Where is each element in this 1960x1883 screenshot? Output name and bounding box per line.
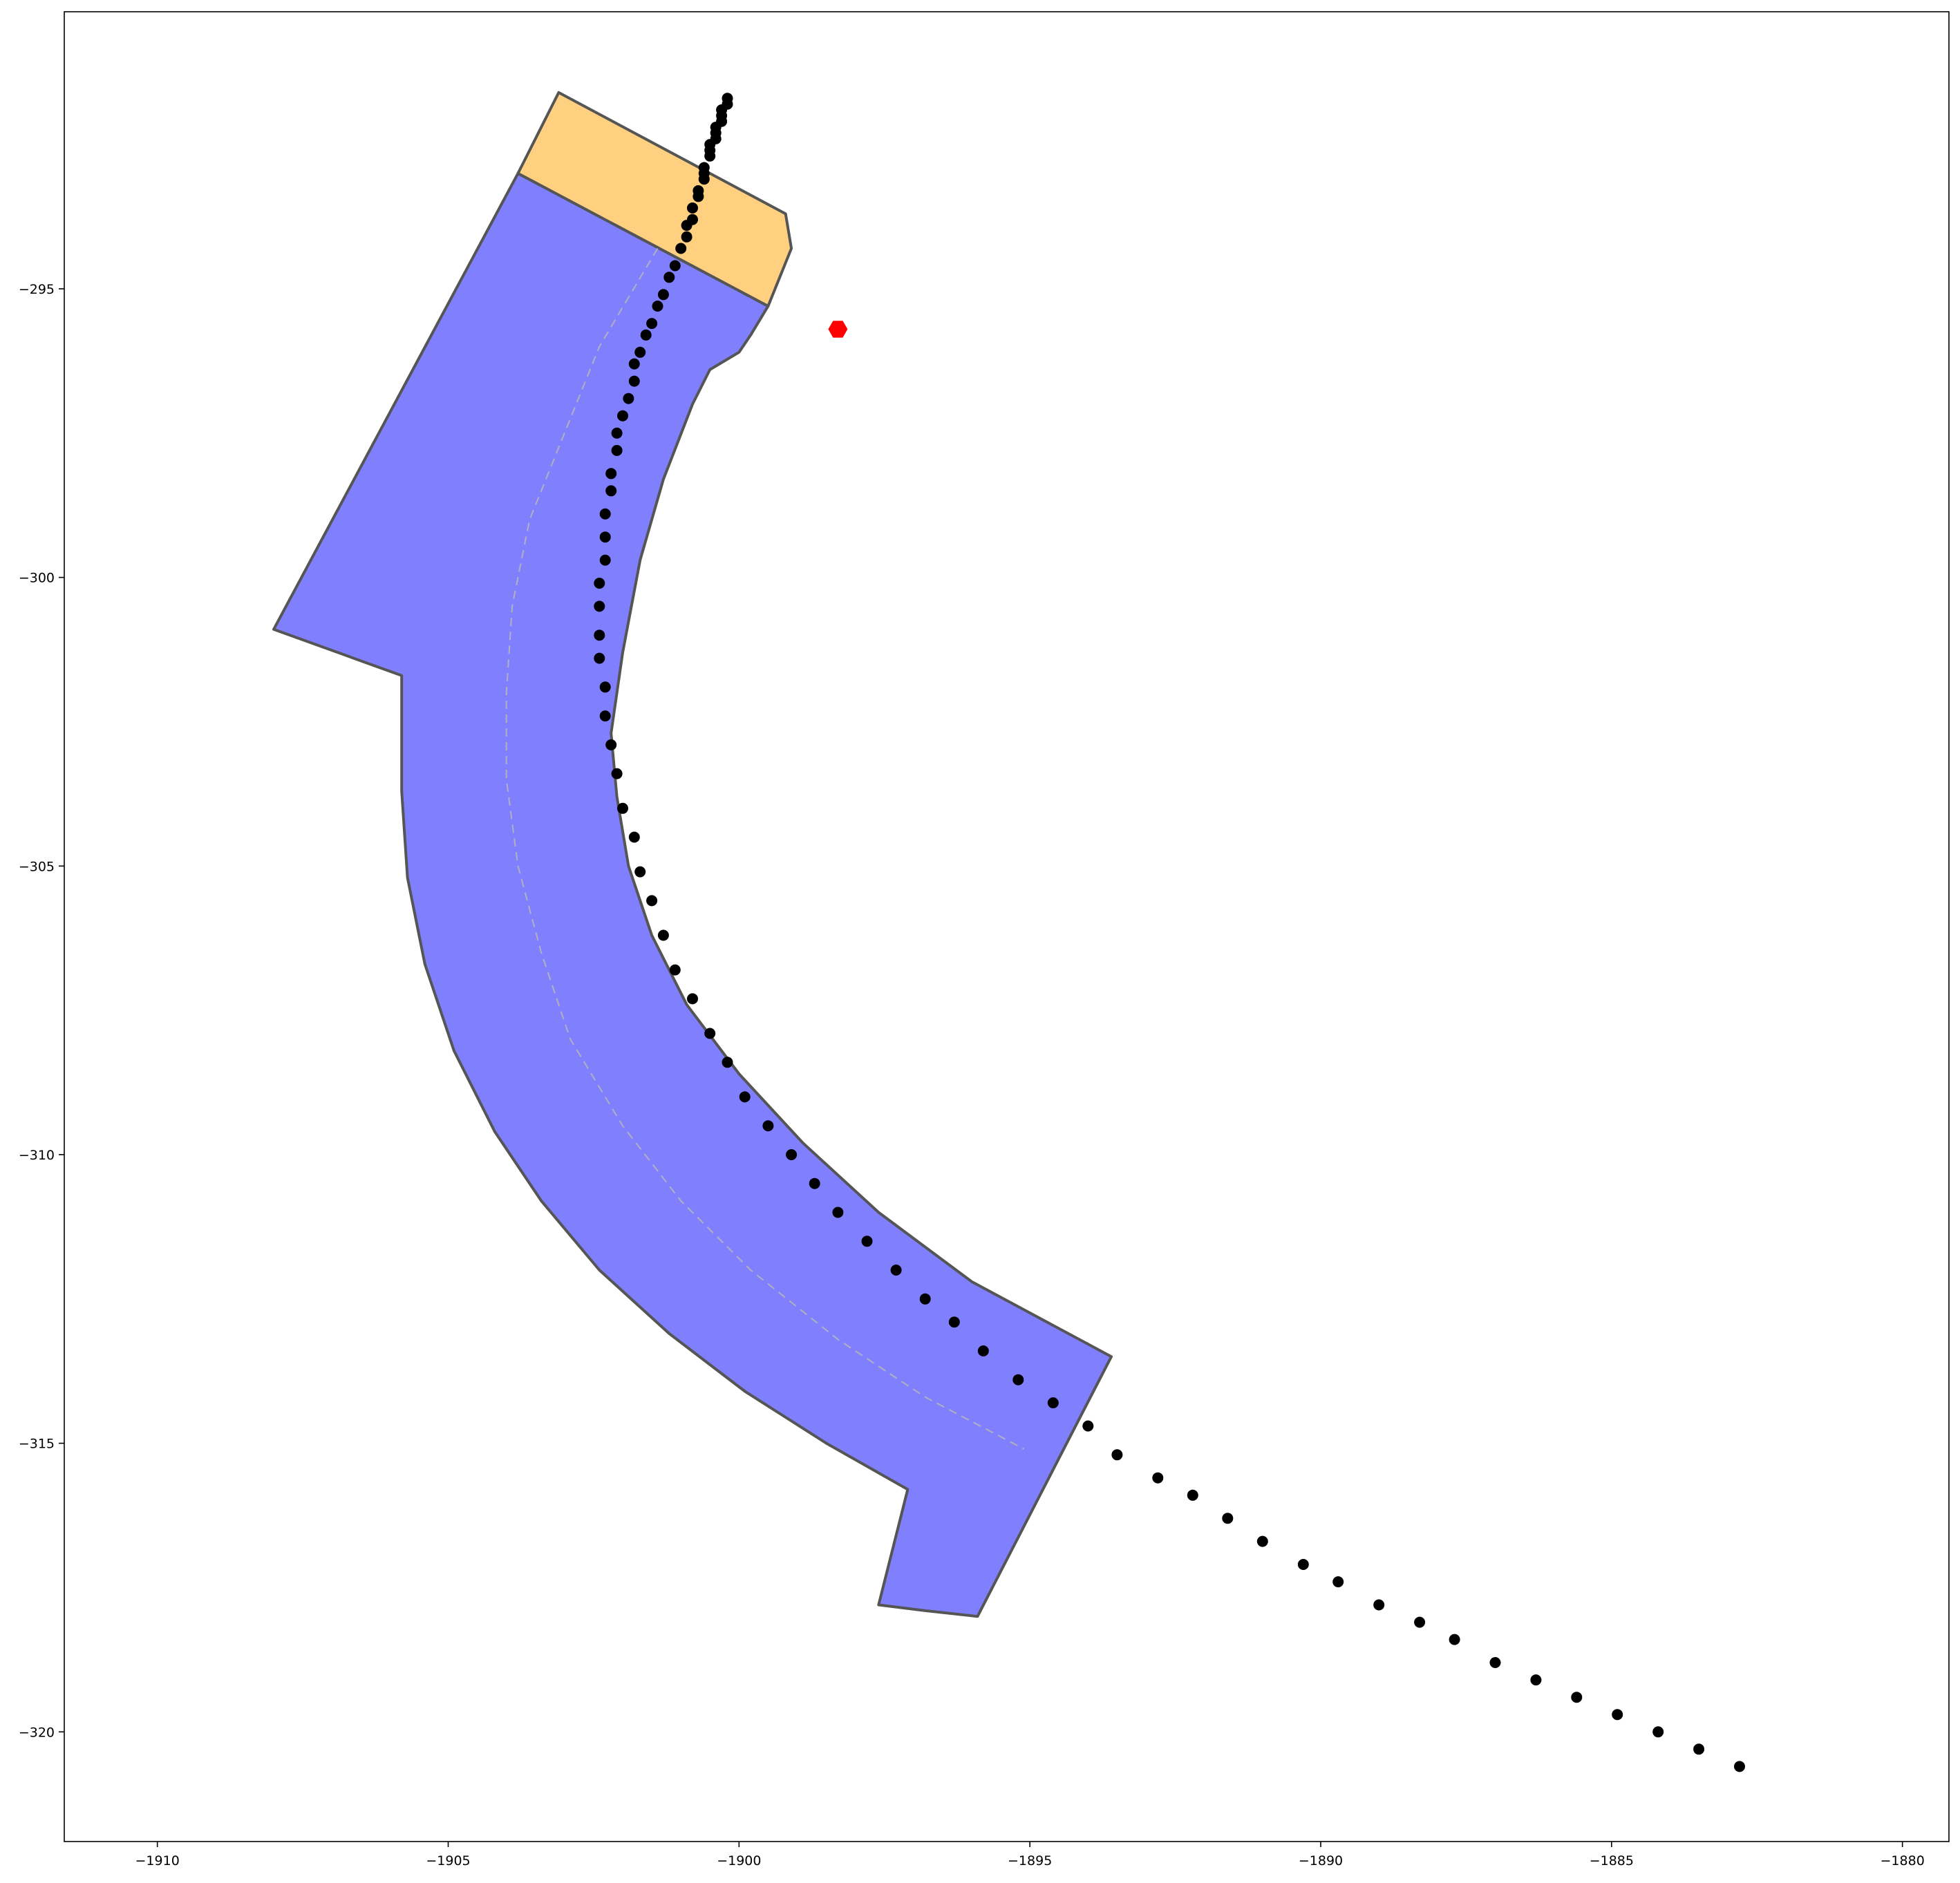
lane-polygons (272, 91, 1113, 1618)
path-point (861, 1236, 873, 1247)
path-point (599, 710, 611, 722)
path-point (611, 427, 623, 439)
path-point (692, 191, 704, 202)
y-tick-label: −305 (19, 859, 55, 874)
path-point (1082, 1420, 1094, 1432)
y-tick-label: −310 (19, 1148, 55, 1163)
path-point (657, 929, 669, 941)
path-point (599, 554, 611, 566)
path-point (594, 578, 605, 589)
path-point (599, 531, 611, 543)
path-points (594, 93, 1745, 1772)
path-point (1571, 1692, 1583, 1703)
path-point (611, 768, 623, 779)
x-tick-label: −1890 (1299, 1853, 1343, 1868)
x-tick-label: −1900 (717, 1853, 761, 1868)
red-marker (828, 321, 848, 338)
path-point (663, 272, 675, 283)
lane-centerline (505, 247, 1025, 1450)
path-point (1652, 1726, 1664, 1738)
path-point (1047, 1397, 1059, 1409)
path-point (1612, 1709, 1623, 1721)
path-point (832, 1207, 844, 1218)
path-point (687, 993, 698, 1005)
path-point (1152, 1472, 1164, 1484)
path-point (669, 964, 681, 976)
path-point (1489, 1657, 1501, 1668)
path-point (605, 468, 617, 480)
path-point (611, 444, 623, 456)
path-point (1693, 1743, 1705, 1755)
path-point (1012, 1374, 1024, 1385)
x-tick-label: −1910 (135, 1853, 180, 1868)
path-point (675, 243, 687, 254)
path-point (599, 681, 611, 693)
lane-polygon (272, 171, 1113, 1618)
connector-polygon (516, 91, 793, 307)
x-tick-label: −1880 (1881, 1853, 1925, 1868)
path-point (652, 301, 663, 312)
y-tick-label: −300 (19, 571, 55, 586)
y-tick-label: −295 (19, 282, 55, 297)
path-point (605, 485, 617, 497)
path-point (1256, 1535, 1268, 1547)
x-tick-label: −1905 (426, 1853, 470, 1868)
path-point (1297, 1559, 1309, 1570)
path-point (762, 1120, 774, 1132)
path-point (1111, 1449, 1123, 1461)
path-point (681, 220, 692, 231)
x-tick-label: −1885 (1590, 1853, 1634, 1868)
red-hexagon-marker (828, 321, 848, 338)
centerline-dashed (505, 247, 1025, 1450)
path-point (628, 358, 640, 370)
path-point (977, 1345, 989, 1356)
path-point (640, 329, 652, 341)
path-point (890, 1265, 902, 1276)
path-point (1222, 1513, 1234, 1524)
path-point (722, 1057, 733, 1068)
path-point (1734, 1761, 1745, 1772)
path-point (594, 652, 605, 664)
path-point (1332, 1576, 1344, 1588)
path-point (599, 508, 611, 520)
path-point (594, 600, 605, 612)
path-point (1414, 1616, 1426, 1628)
path-point (698, 173, 710, 185)
path-point (634, 346, 646, 358)
path-point (669, 260, 681, 272)
path-point (704, 1028, 716, 1039)
path-point (739, 1091, 751, 1103)
path-point (786, 1149, 798, 1160)
path-point (628, 831, 640, 843)
path-point (594, 630, 605, 641)
path-point (605, 739, 617, 750)
x-tick-label: −1895 (1008, 1853, 1052, 1868)
path-point (919, 1293, 931, 1305)
x-axis-ticks: −1910 −1905 −1900 −1895 −1890 −1885 −1880 (135, 1842, 1925, 1868)
path-point (1449, 1634, 1460, 1645)
y-tick-label: −315 (19, 1437, 55, 1452)
y-tick-label: −320 (19, 1725, 55, 1740)
path-point (628, 375, 640, 387)
axes-frame (64, 11, 1950, 1842)
y-axis-ticks: −295 −300 −305 −310 −315 −320 (19, 282, 64, 1740)
path-point (646, 318, 658, 330)
path-point (657, 289, 669, 301)
path-point (1373, 1599, 1385, 1611)
path-point (623, 392, 634, 404)
path-point (617, 410, 628, 422)
path-point (809, 1177, 820, 1189)
path-point (634, 866, 646, 878)
path-point (1187, 1489, 1198, 1501)
path-point (948, 1316, 960, 1328)
path-point (646, 895, 658, 907)
path-point (687, 202, 698, 214)
path-point (681, 231, 692, 243)
path-point (1530, 1674, 1542, 1686)
path-point (704, 150, 716, 162)
path-point (617, 802, 628, 814)
